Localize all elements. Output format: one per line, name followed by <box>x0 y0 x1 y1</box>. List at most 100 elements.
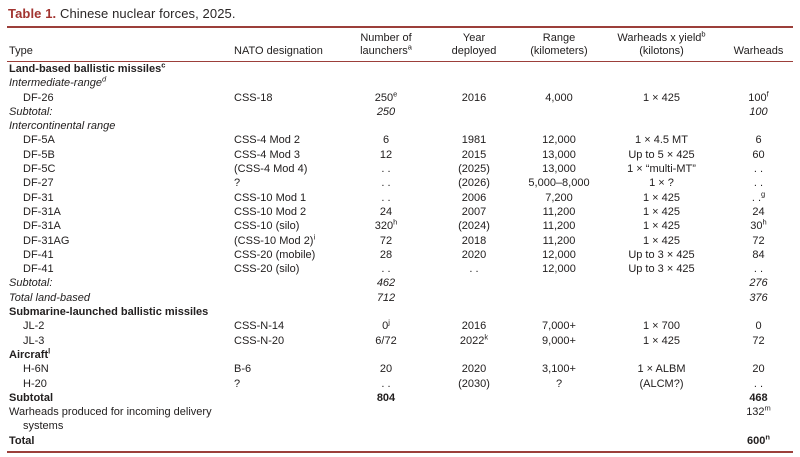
cell-nato: CSS-20 (mobile) <box>234 248 316 261</box>
cell-year: 2016 <box>461 320 487 333</box>
cell-warheads: . . <box>753 163 764 176</box>
cell-yield: 1 × ALBM <box>637 363 686 376</box>
cell-warheads: 72 <box>752 234 765 247</box>
cell-type: DF-31AG <box>23 234 70 247</box>
table-row: H-6N B-6 20 2020 3,100+ 1 × ALBM 20 <box>7 362 793 376</box>
cell-nato: CSS-18 <box>234 91 273 104</box>
cell-launchers: 28 <box>379 248 393 261</box>
cell-year <box>429 119 519 133</box>
cell-launchers: 0j <box>382 317 390 333</box>
cell-warheads: 276 <box>749 277 768 290</box>
cell-type: Subtotal: <box>9 277 53 290</box>
table-body: Land-based ballistic missilesc Intermedia… <box>7 61 793 453</box>
cell-yield: 1 × 425 <box>642 334 680 347</box>
column-header-range: Range (kilometers) <box>519 27 599 62</box>
cell-nato: CSS-10 (silo) <box>234 220 300 233</box>
cell-range <box>519 291 599 305</box>
cell-range: 9,000+ <box>542 334 576 347</box>
cell-yield <box>599 434 724 452</box>
cell-warheads: 72 <box>752 334 765 347</box>
cell-range: 11,200 <box>542 220 576 233</box>
cell-warheads: 376 <box>749 291 768 304</box>
cell-type: Aircraftl <box>9 346 51 361</box>
cell-nato <box>232 434 343 452</box>
cell-type: JL-3 <box>23 334 45 347</box>
cell-launchers: . . <box>381 191 391 204</box>
cell-nato <box>232 305 343 319</box>
cell-yield: 1 × 700 <box>642 320 680 333</box>
cell-yield <box>599 119 724 133</box>
table-row: DF-26 CSS-18 250e 2016 4,000 1 × 425 100f <box>7 90 793 105</box>
cell-range <box>519 391 599 405</box>
cell-year <box>429 348 519 362</box>
cell-nato: (CSS-4 Mod 4) <box>234 163 308 176</box>
table-row: DF-31AG (CSS-10 Mod 2)i 72 2018 11,200 1 × 42… <box>7 233 793 248</box>
cell-launchers: . . <box>381 163 391 176</box>
cell-type: DF-31A <box>23 220 61 233</box>
table-row: DF-5A CSS-4 Mod 2 6 1981 12,000 1 × 4.5 MT 6 <box>7 133 793 147</box>
column-header-nato: NATO designation <box>232 27 343 62</box>
cell-warheads <box>724 305 793 319</box>
cell-warheads: . . <box>753 177 764 190</box>
cell-nato: CSS-4 Mod 3 <box>234 148 301 161</box>
cell-type: Intermediate-ranged <box>9 74 107 90</box>
table-row: DF-5B CSS-4 Mod 3 12 2015 13,000 Up to 5 × 42… <box>7 148 793 162</box>
cell-type: Submarine-launched ballistic missiles <box>9 306 209 319</box>
cell-range <box>519 76 599 90</box>
cell-year <box>429 391 519 405</box>
column-header-year: Year deployed <box>429 27 519 62</box>
cell-nato: ? <box>234 377 241 390</box>
cell-nato <box>232 405 343 434</box>
cell-type: DF-26 <box>23 91 54 104</box>
table-row: Intercontinental range <box>7 119 793 133</box>
cell-yield: Up to 5 × 425 <box>628 148 695 161</box>
header-row: Type NATO designation Number of launchersa Y… <box>7 27 793 62</box>
cell-launchers: 72 <box>379 234 393 247</box>
cell-type: Total land-based <box>9 291 90 304</box>
cell-launchers: 20 <box>379 363 393 376</box>
cell-launchers: 804 <box>376 391 396 404</box>
cell-range <box>519 405 599 434</box>
cell-warheads: 132m <box>746 403 771 419</box>
cell-range: ? <box>555 377 563 390</box>
table-row: H-20? . . (2030)? (ALCM?) . . <box>7 377 793 391</box>
cell-range <box>519 348 599 362</box>
cell-range: 4,000 <box>545 91 573 104</box>
cell-yield <box>599 405 724 434</box>
cell-year: 2018 <box>461 234 487 247</box>
cell-launchers <box>343 434 429 452</box>
cell-year <box>429 62 519 77</box>
cell-range <box>519 62 599 77</box>
cell-launchers: . . <box>381 263 391 276</box>
cell-type: DF-5C <box>23 163 56 176</box>
cell-type: DF-31A <box>23 205 61 218</box>
cell-type: Subtotal: <box>9 105 53 118</box>
cell-type: DF-27 <box>23 177 54 190</box>
cell-range: 12,000 <box>542 263 576 276</box>
cell-warheads: 468 <box>749 391 768 404</box>
table-row: Aircraftl <box>7 346 793 362</box>
cell-nato <box>232 291 343 305</box>
cell-type: Subtotal <box>9 391 53 404</box>
cell-yield <box>599 348 724 362</box>
table-row: DF-27? . . (2026) 5,000–8,000 1 × ? . . <box>7 176 793 190</box>
cell-year: 2015 <box>461 148 487 161</box>
cell-type: DF-5B <box>23 148 55 161</box>
cell-launchers <box>343 348 429 362</box>
table-row: DF-41 CSS-20 (silo) . . . . 12,000 Up to 3 × … <box>7 262 793 276</box>
cell-nato: CSS-10 Mod 2 <box>234 205 307 218</box>
cell-launchers <box>343 305 429 319</box>
cell-warheads: . . <box>753 377 764 390</box>
cell-launchers: 6/72 <box>375 334 397 347</box>
cell-nato: CSS-N-14 <box>234 320 285 333</box>
cell-year <box>429 305 519 319</box>
cell-launchers: 320h <box>374 217 398 233</box>
cell-nato: CSS-N-20 <box>234 334 285 347</box>
cell-launchers: . . <box>381 377 391 390</box>
cell-year: (2030) <box>458 377 490 390</box>
cell-warheads: . . <box>753 263 764 276</box>
cell-year: 2020 <box>461 363 487 376</box>
cell-warheads: 100 <box>749 105 768 118</box>
cell-range: 3,100+ <box>542 363 576 376</box>
cell-range: 11,200 <box>542 205 576 218</box>
